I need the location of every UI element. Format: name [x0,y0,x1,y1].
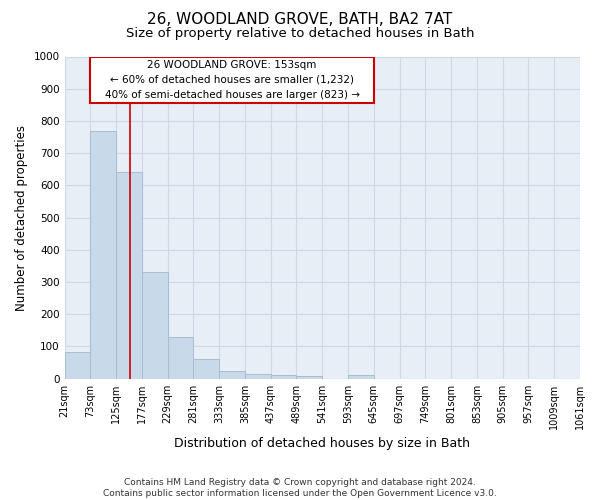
Y-axis label: Number of detached properties: Number of detached properties [15,124,28,310]
Text: Contains HM Land Registry data © Crown copyright and database right 2024.
Contai: Contains HM Land Registry data © Crown c… [103,478,497,498]
Bar [167,336,193,378]
X-axis label: Distribution of detached houses by size in Bath: Distribution of detached houses by size … [174,437,470,450]
Text: 26 WOODLAND GROVE: 153sqm
← 60% of detached houses are smaller (1,232)
40% of se: 26 WOODLAND GROVE: 153sqm ← 60% of detac… [104,60,359,100]
Bar [91,130,116,378]
Bar [91,56,374,103]
Bar [142,272,167,378]
Bar [348,376,374,378]
Bar [271,376,296,378]
Bar [219,372,245,378]
Bar [245,374,271,378]
Text: Size of property relative to detached houses in Bath: Size of property relative to detached ho… [126,28,474,40]
Bar [116,172,142,378]
Bar [193,359,219,378]
Bar [296,376,322,378]
Text: 26, WOODLAND GROVE, BATH, BA2 7AT: 26, WOODLAND GROVE, BATH, BA2 7AT [148,12,452,28]
Bar [65,352,91,378]
